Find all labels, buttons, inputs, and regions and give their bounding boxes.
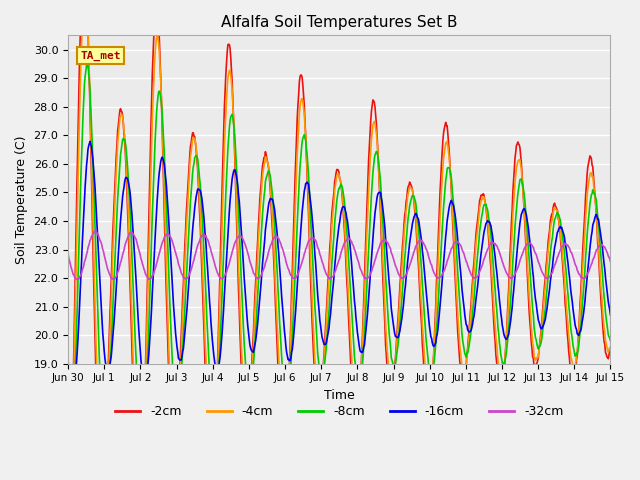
-4cm — [255, 226, 263, 232]
-32cm — [64, 252, 72, 257]
-2cm — [426, 402, 434, 408]
-2cm — [228, 80, 236, 85]
Text: TA_met: TA_met — [80, 50, 120, 60]
-2cm — [276, 399, 284, 405]
-8cm — [276, 330, 284, 336]
-2cm — [255, 212, 263, 217]
-32cm — [607, 259, 614, 264]
X-axis label: Time: Time — [324, 389, 355, 402]
-2cm — [396, 288, 404, 293]
-32cm — [397, 274, 404, 279]
-8cm — [607, 338, 614, 344]
-4cm — [276, 373, 284, 379]
Line: -32cm: -32cm — [68, 231, 611, 279]
-8cm — [129, 285, 137, 291]
-32cm — [256, 274, 264, 280]
-16cm — [86, 139, 94, 144]
-16cm — [276, 273, 284, 278]
-16cm — [607, 312, 614, 318]
-16cm — [397, 324, 404, 330]
-8cm — [397, 313, 404, 319]
-32cm — [276, 240, 284, 245]
-4cm — [228, 88, 236, 94]
-32cm — [427, 261, 435, 267]
-8cm — [64, 452, 72, 458]
-32cm — [91, 228, 99, 234]
-16cm — [129, 230, 137, 236]
-8cm — [229, 115, 237, 121]
-4cm — [396, 299, 404, 304]
-4cm — [129, 334, 136, 340]
-16cm — [64, 358, 72, 364]
Line: -8cm: -8cm — [68, 65, 611, 463]
Line: -16cm: -16cm — [68, 142, 611, 396]
Legend: -2cm, -4cm, -8cm, -16cm, -32cm: -2cm, -4cm, -8cm, -16cm, -32cm — [110, 400, 568, 423]
-8cm — [427, 373, 435, 379]
-16cm — [256, 295, 264, 301]
-32cm — [74, 276, 81, 282]
-32cm — [229, 247, 237, 252]
-8cm — [256, 255, 264, 261]
-4cm — [607, 344, 614, 350]
-16cm — [69, 393, 77, 398]
-2cm — [607, 346, 614, 352]
-16cm — [427, 334, 435, 339]
Line: -2cm: -2cm — [68, 0, 611, 480]
Title: Alfalfa Soil Temperatures Set B: Alfalfa Soil Temperatures Set B — [221, 15, 458, 30]
Y-axis label: Soil Temperature (C): Soil Temperature (C) — [15, 135, 28, 264]
-16cm — [229, 172, 237, 178]
-2cm — [129, 364, 136, 370]
-32cm — [129, 231, 137, 237]
-8cm — [66, 460, 74, 466]
-8cm — [83, 62, 90, 68]
Line: -4cm: -4cm — [68, 0, 611, 480]
-4cm — [426, 390, 434, 396]
